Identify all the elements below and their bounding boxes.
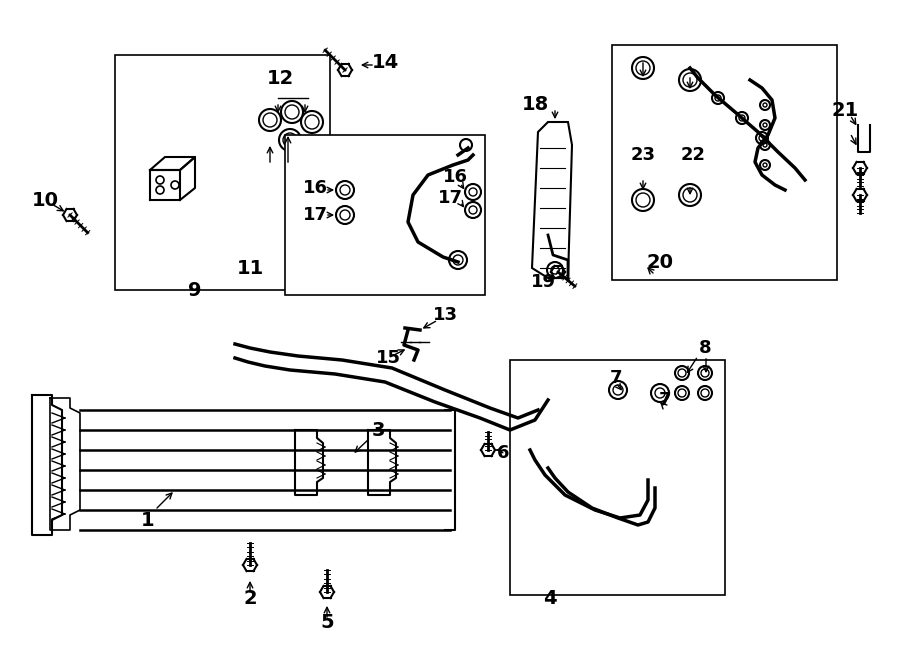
Text: 9: 9 bbox=[188, 280, 202, 299]
Text: 11: 11 bbox=[237, 258, 264, 278]
Text: 1: 1 bbox=[141, 510, 155, 529]
Text: 13: 13 bbox=[433, 306, 457, 324]
Text: 2: 2 bbox=[243, 588, 256, 607]
Text: 20: 20 bbox=[646, 253, 673, 272]
Text: 3: 3 bbox=[371, 420, 385, 440]
Text: 16: 16 bbox=[443, 168, 467, 186]
Text: 17: 17 bbox=[302, 206, 328, 224]
Text: 14: 14 bbox=[372, 54, 399, 73]
Bar bbox=[510, 360, 725, 595]
Text: 4: 4 bbox=[544, 588, 557, 607]
Text: 6: 6 bbox=[497, 444, 509, 462]
Bar bbox=[612, 45, 837, 280]
Text: 23: 23 bbox=[631, 146, 655, 164]
Polygon shape bbox=[532, 122, 572, 278]
Text: 21: 21 bbox=[832, 100, 859, 120]
Text: 15: 15 bbox=[375, 349, 401, 367]
Text: 19: 19 bbox=[530, 273, 555, 291]
Text: 8: 8 bbox=[698, 339, 711, 357]
Text: 5: 5 bbox=[320, 613, 334, 633]
Text: 17: 17 bbox=[437, 189, 463, 207]
Bar bbox=[115, 55, 330, 290]
Text: 7: 7 bbox=[659, 391, 671, 409]
Text: 18: 18 bbox=[521, 95, 549, 114]
Text: 16: 16 bbox=[302, 179, 328, 197]
Text: 22: 22 bbox=[680, 146, 706, 164]
Bar bbox=[285, 135, 485, 295]
Text: 12: 12 bbox=[266, 69, 293, 87]
Text: 10: 10 bbox=[32, 190, 58, 210]
Text: 7: 7 bbox=[610, 369, 622, 387]
